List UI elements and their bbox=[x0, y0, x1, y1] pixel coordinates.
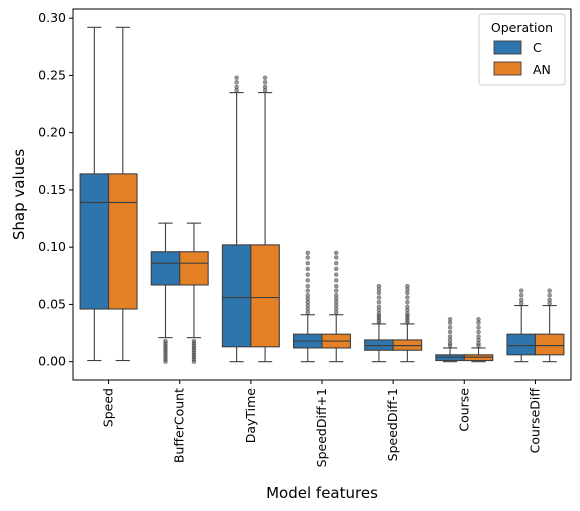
outlier-point bbox=[547, 293, 552, 298]
y-tick-label: 0.25 bbox=[38, 67, 66, 82]
box-c-coursediff bbox=[506, 288, 536, 363]
x-tick-label: SpeedDiff+1 bbox=[314, 388, 329, 467]
x-tick-label: Course bbox=[456, 388, 471, 432]
outlier-point bbox=[447, 329, 453, 335]
outlier-point bbox=[447, 317, 453, 322]
legend: Operation C AN bbox=[478, 13, 566, 86]
box-an-daytime bbox=[250, 75, 280, 363]
outlier-point bbox=[305, 250, 311, 256]
outlier-point bbox=[333, 293, 339, 298]
outlier-point bbox=[547, 297, 552, 303]
outlier-point bbox=[405, 295, 410, 300]
outlier-point bbox=[376, 283, 382, 289]
box-body bbox=[250, 244, 280, 348]
legend-swatch-an bbox=[493, 61, 522, 76]
outlier-point bbox=[518, 293, 524, 298]
outlier-point bbox=[305, 288, 311, 293]
outlier-point bbox=[405, 304, 410, 309]
outlier-point bbox=[376, 299, 382, 305]
outlier-point bbox=[476, 329, 481, 335]
outlier-point bbox=[405, 283, 410, 289]
outlier-point bbox=[333, 283, 339, 289]
x-axis: Speed BufferCount DayTime SpeedDiff+1 SpeedD… bbox=[101, 380, 542, 467]
outlier-point bbox=[234, 80, 239, 85]
legend-title: Operation bbox=[491, 20, 553, 35]
outlier-point bbox=[333, 266, 339, 272]
x-tick-label: BufferCount bbox=[172, 388, 187, 463]
box-body bbox=[221, 244, 252, 348]
y-tick-label: 0.10 bbox=[38, 239, 66, 254]
outlier-point bbox=[234, 75, 239, 80]
outlier-point bbox=[333, 278, 339, 283]
outlier-point bbox=[447, 325, 453, 330]
outlier-point bbox=[305, 255, 311, 260]
outlier-point bbox=[518, 288, 524, 293]
box-an-coursediff bbox=[534, 288, 565, 363]
box-body bbox=[79, 173, 110, 310]
outlier-point bbox=[333, 272, 339, 277]
x-axis-label: Model features bbox=[266, 484, 378, 502]
outlier-point bbox=[262, 75, 268, 80]
box-an-course bbox=[463, 317, 494, 363]
box-c-speeddiff+1 bbox=[292, 250, 323, 363]
legend-label-an: AN bbox=[533, 62, 551, 77]
outlier-point bbox=[333, 288, 339, 293]
outlier-point bbox=[333, 255, 339, 260]
y-axis: 0.00 0.05 0.10 0.15 0.20 0.25 0.30 bbox=[38, 10, 73, 369]
legend-swatch-c bbox=[493, 40, 522, 55]
outlier-point bbox=[305, 278, 311, 283]
x-tick-label: DayTime bbox=[243, 388, 258, 444]
box-c-daytime bbox=[221, 75, 252, 363]
outlier-point bbox=[547, 288, 552, 293]
box-body bbox=[150, 251, 181, 286]
box-body bbox=[179, 251, 209, 286]
outlier-point bbox=[447, 334, 453, 339]
box-c-speed bbox=[79, 26, 110, 362]
outlier-point bbox=[476, 317, 481, 322]
box-body bbox=[534, 333, 565, 356]
outlier-point bbox=[476, 334, 481, 339]
outlier-point bbox=[476, 325, 481, 330]
outlier-point bbox=[305, 272, 311, 277]
box-an-buffercount bbox=[179, 222, 209, 364]
outlier-point bbox=[305, 266, 311, 272]
box-c-course bbox=[435, 317, 465, 363]
box-body bbox=[108, 173, 138, 310]
outlier-point bbox=[163, 338, 168, 344]
y-tick-label: 0.20 bbox=[38, 125, 66, 140]
x-tick-label: SpeedDiff-1 bbox=[385, 388, 400, 461]
y-tick-label: 0.00 bbox=[38, 354, 66, 369]
box-an-speed bbox=[108, 26, 138, 362]
box-c-buffercount bbox=[150, 222, 181, 364]
box-an-speeddiff-1 bbox=[392, 283, 423, 363]
box-body bbox=[506, 333, 536, 356]
outlier-point bbox=[234, 84, 239, 90]
y-tick-label: 0.30 bbox=[38, 10, 66, 25]
y-tick-label: 0.05 bbox=[38, 296, 66, 311]
outlier-point bbox=[305, 260, 311, 266]
outlier-point bbox=[262, 80, 268, 85]
outlier-point bbox=[518, 297, 524, 303]
x-tick-label: Speed bbox=[101, 388, 116, 427]
outlier-point bbox=[305, 283, 311, 289]
outlier-point bbox=[376, 304, 382, 309]
y-tick-label: 0.15 bbox=[38, 182, 66, 197]
boxes-layer bbox=[79, 26, 565, 364]
box-an-speeddiff+1 bbox=[321, 250, 352, 363]
plot-frame bbox=[72, 8, 572, 381]
outlier-point bbox=[262, 84, 268, 90]
outlier-point bbox=[333, 250, 339, 256]
outlier-point bbox=[405, 299, 410, 305]
outlier-point bbox=[333, 260, 339, 266]
y-axis-label: Shap values bbox=[10, 149, 28, 240]
outlier-point bbox=[376, 295, 382, 300]
x-tick-label: CourseDiff bbox=[527, 388, 542, 454]
legend-label-c: C bbox=[533, 40, 542, 55]
outlier-point bbox=[191, 338, 197, 344]
outlier-point bbox=[305, 293, 311, 298]
